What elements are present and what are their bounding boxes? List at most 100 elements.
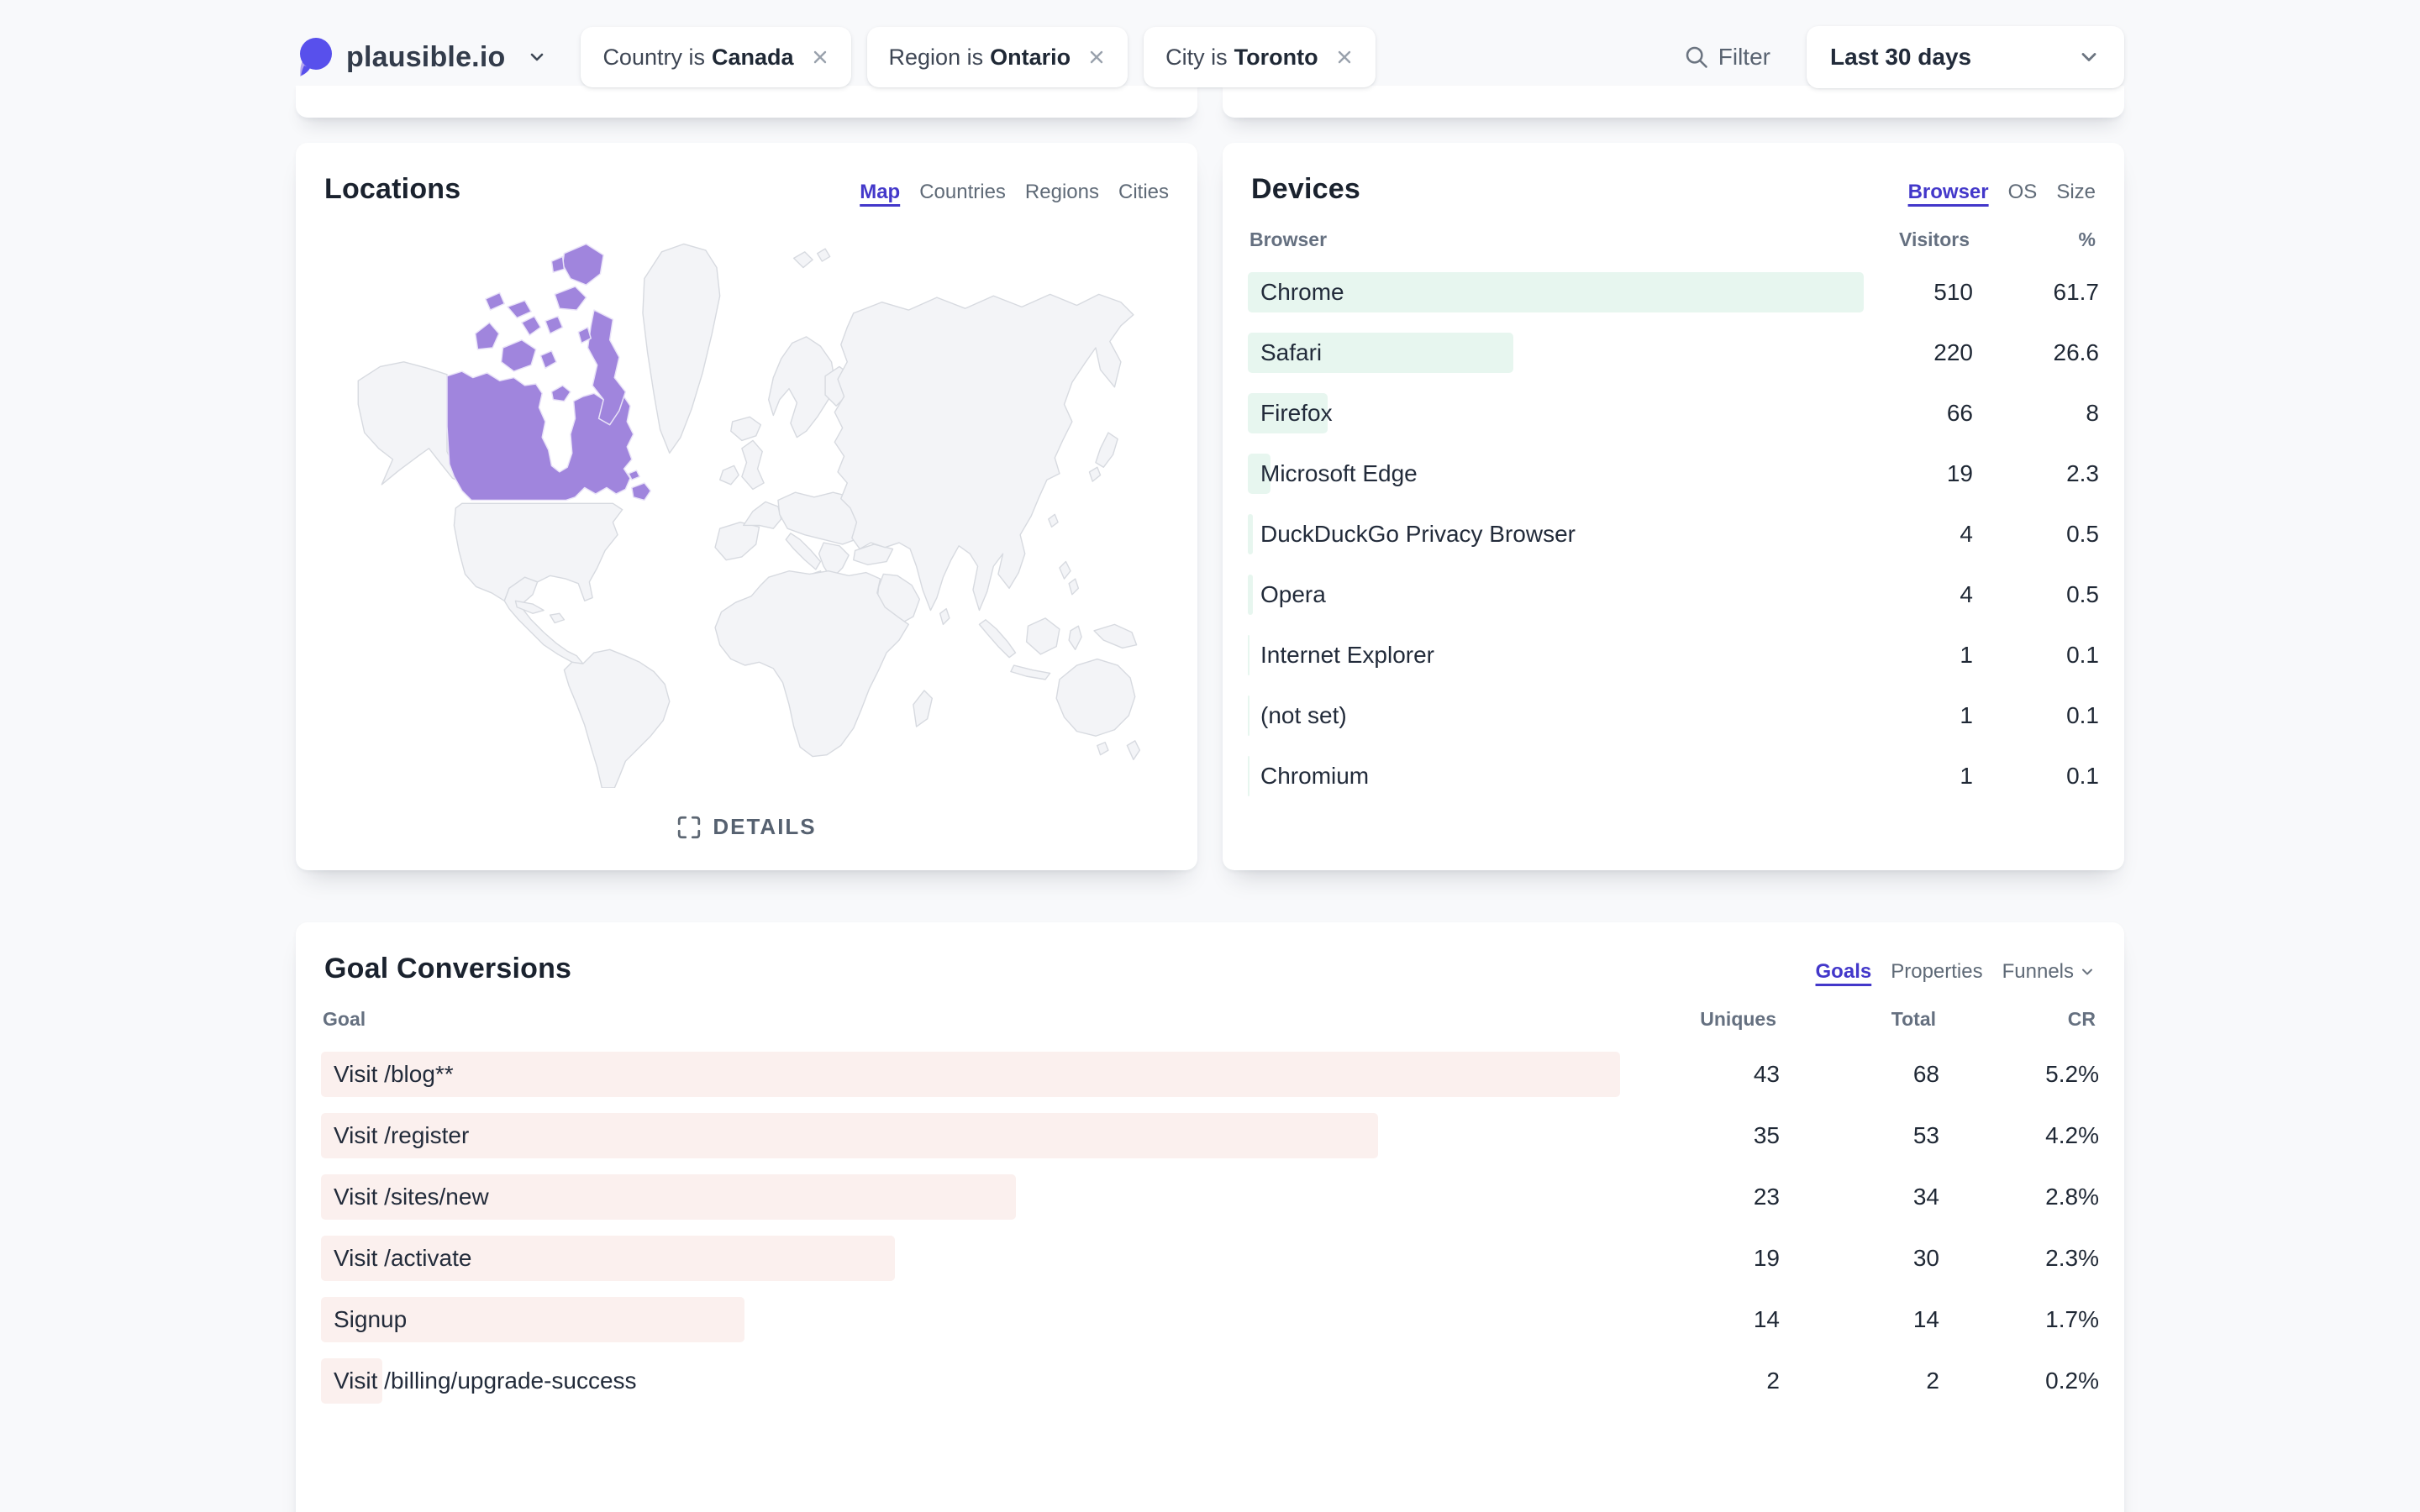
browser-row: Internet Explorer 1 0.1 <box>1248 635 2099 675</box>
tab[interactable]: Size <box>2056 181 2096 204</box>
browser-visitors: 4 <box>1872 521 1973 548</box>
browser-name[interactable]: Internet Explorer <box>1260 642 1434 669</box>
goal-uniques: 14 <box>1628 1306 1780 1333</box>
browser-name[interactable]: Safari <box>1260 339 1322 366</box>
tab[interactable]: Goals <box>1816 960 1872 984</box>
tab[interactable]: OS <box>2008 181 2038 204</box>
goal-total: 2 <box>1788 1368 1939 1394</box>
details-button[interactable]: DETAILS <box>676 814 816 845</box>
goal-cr: 2.8% <box>1948 1184 2099 1210</box>
browser-visitors: 19 <box>1872 460 1973 487</box>
browser-visitors: 1 <box>1872 763 1973 790</box>
map-australia <box>1056 659 1135 736</box>
browser-percent: 61.7 <box>1981 279 2099 306</box>
browser-bar: Microsoft Edge <box>1248 454 1864 494</box>
goal-bar: Visit /blog** <box>321 1052 1620 1097</box>
goal-name[interactable]: Visit /register <box>334 1122 469 1149</box>
goal-name[interactable]: Visit /activate <box>334 1245 471 1272</box>
filter-chip[interactable]: Country isCanada <box>581 27 850 87</box>
goal-cr: 1.7% <box>1948 1306 2099 1333</box>
goal-name[interactable]: Signup <box>334 1306 407 1333</box>
tab[interactable]: Countries <box>919 181 1006 204</box>
browser-bar: Chrome <box>1248 272 1864 312</box>
filter-chip-label: Region isOntario <box>889 45 1071 71</box>
devices-tabs: Browser OS Size <box>1908 181 2096 204</box>
goal-row: Visit /register 35 53 4.2% <box>321 1113 2099 1158</box>
goal-bar: Visit /billing/upgrade-success <box>321 1358 1620 1404</box>
column-uniques: Uniques <box>1625 1008 1776 1031</box>
browser-percent: 0.1 <box>1981 702 2099 729</box>
remove-filter-icon[interactable] <box>811 48 829 66</box>
browser-name[interactable]: (not set) <box>1260 702 1347 729</box>
expand-icon <box>676 815 702 840</box>
browser-name[interactable]: Chrome <box>1260 279 1344 306</box>
browser-row: Safari 220 26.6 <box>1248 333 2099 373</box>
goal-cr: 0.2% <box>1948 1368 2099 1394</box>
scrolled-cards-edge <box>0 86 2420 118</box>
goal-cr: 4.2% <box>1948 1122 2099 1149</box>
devices-rows: Chrome 510 61.7 Safari 220 26.6 Firefox … <box>1248 272 2099 816</box>
browser-row: Firefox 66 8 <box>1248 393 2099 433</box>
remove-filter-icon[interactable] <box>1335 48 1354 66</box>
filter-chips: Country isCanada Region isOntario City i… <box>581 27 1375 87</box>
map-usa <box>454 503 622 601</box>
goal-total: 30 <box>1788 1245 1939 1272</box>
filter-button[interactable]: Filter <box>1684 44 1770 71</box>
browser-name[interactable]: Chromium <box>1260 763 1369 790</box>
browser-percent: 8 <box>1981 400 2099 427</box>
browser-row: Chromium 1 0.1 <box>1248 756 2099 796</box>
goal-total: 34 <box>1788 1184 1939 1210</box>
goal-uniques: 35 <box>1628 1122 1780 1149</box>
browser-name[interactable]: Firefox <box>1260 400 1333 427</box>
browser-bar: Opera <box>1248 575 1864 615</box>
goal-row: Visit /activate 19 30 2.3% <box>321 1236 2099 1281</box>
details-label: DETAILS <box>713 814 816 840</box>
goal-name[interactable]: Visit /sites/new <box>334 1184 489 1210</box>
browser-bar: Firefox <box>1248 393 1864 433</box>
goal-cr: 2.3% <box>1948 1245 2099 1272</box>
filter-chip-label: City isToronto <box>1165 45 1318 71</box>
browser-row: Microsoft Edge 19 2.3 <box>1248 454 2099 494</box>
date-range-value: Last 30 days <box>1830 44 1971 71</box>
filter-chip[interactable]: City isToronto <box>1144 27 1375 87</box>
tab[interactable]: Regions <box>1025 181 1099 204</box>
world-map[interactable] <box>321 211 1172 814</box>
remove-filter-icon[interactable] <box>1087 48 1106 66</box>
browser-bar: Safari <box>1248 333 1864 373</box>
goals-rows: Visit /blog** 43 68 5.2% Visit /register… <box>321 1052 2099 1420</box>
browser-percent: 0.5 <box>1981 521 2099 548</box>
goal-bar: Visit /sites/new <box>321 1174 1620 1220</box>
site-switcher[interactable]: plausible.io <box>296 37 547 77</box>
filter-chip[interactable]: Region isOntario <box>867 27 1128 87</box>
browser-visitors: 66 <box>1872 400 1973 427</box>
browser-bar: (not set) <box>1248 696 1864 736</box>
tab[interactable]: Map <box>860 181 900 204</box>
goal-row: Visit /blog** 43 68 5.2% <box>321 1052 2099 1097</box>
locations-card: Locations Map Countries Regions Cities <box>296 143 1197 870</box>
goals-column-headers: Goal Uniques Total CR <box>321 1008 2099 1031</box>
goals-tabs: Goals Properties Funnels <box>1816 960 2096 984</box>
site-name: plausible.io <box>346 41 505 74</box>
goal-bar: Visit /activate <box>321 1236 1620 1281</box>
goal-uniques: 2 <box>1628 1368 1780 1394</box>
browser-percent: 0.5 <box>1981 581 2099 608</box>
tab[interactable]: Funnels <box>2002 960 2096 984</box>
filter-label: Filter <box>1718 44 1770 71</box>
date-range-select[interactable]: Last 30 days <box>1807 26 2124 88</box>
browser-bar: Chromium <box>1248 756 1864 796</box>
devices-column-headers: Browser Visitors % <box>1248 228 2099 251</box>
tab[interactable]: Properties <box>1891 960 1982 984</box>
column-cr: CR <box>1944 1008 2096 1031</box>
browser-name[interactable]: Opera <box>1260 581 1326 608</box>
tab[interactable]: Browser <box>1908 181 1989 204</box>
column-visitors: Visitors <box>1869 228 1970 251</box>
plausible-logo-icon <box>296 37 333 77</box>
goal-name[interactable]: Visit /blog** <box>334 1061 454 1088</box>
browser-name[interactable]: Microsoft Edge <box>1260 460 1418 487</box>
map-south-america <box>564 649 669 788</box>
tab[interactable]: Cities <box>1118 181 1169 204</box>
map-canada-highlighted[interactable] <box>447 244 650 500</box>
browser-name[interactable]: DuckDuckGo Privacy Browser <box>1260 521 1576 548</box>
goal-total: 53 <box>1788 1122 1939 1149</box>
goal-name[interactable]: Visit /billing/upgrade-success <box>334 1368 637 1394</box>
